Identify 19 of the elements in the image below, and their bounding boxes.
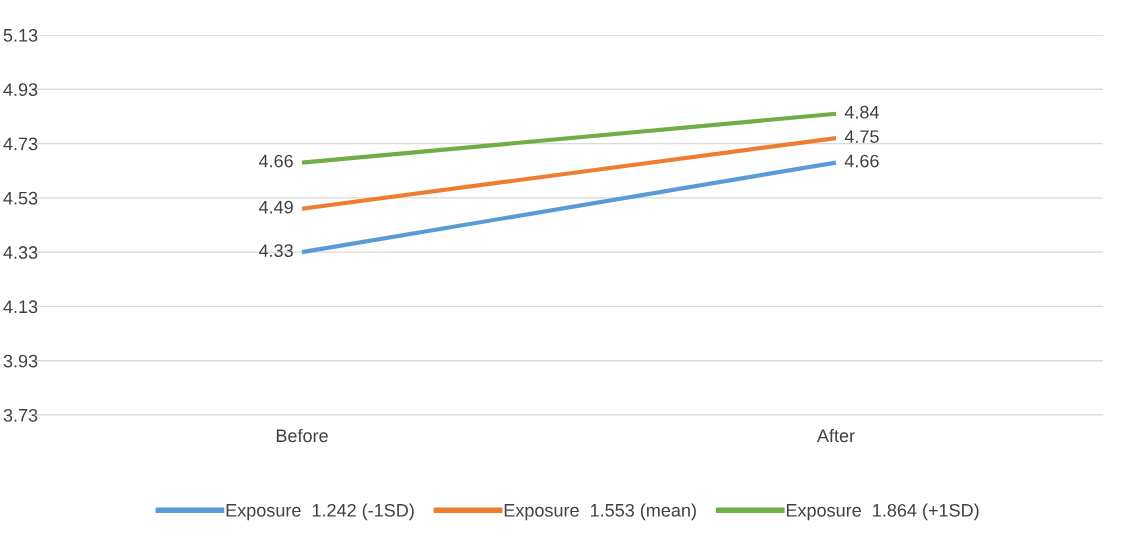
data-label: 4.33 xyxy=(258,244,293,257)
text: 4.73 xyxy=(3,137,38,151)
legend-label: Exposure 1.553 (mean) xyxy=(504,503,696,521)
legend-label: Exposure 1.242 (-1SD) xyxy=(226,503,414,521)
text: 4.53 xyxy=(3,191,38,205)
data-label: 4.66 xyxy=(258,154,293,168)
data-label: 4.49 xyxy=(258,200,293,214)
text: 4.93 xyxy=(3,83,38,97)
data-label: 4.75 xyxy=(844,130,879,143)
data-label: 4.66 xyxy=(844,154,879,168)
text: 3.93 xyxy=(3,354,38,368)
data-label: 4.84 xyxy=(844,105,879,119)
x-tick-label: Before xyxy=(276,428,328,443)
text: 4.33 xyxy=(3,246,38,259)
x-tick-label: After xyxy=(816,428,855,443)
text: 4.13 xyxy=(3,300,38,314)
legend-label: Exposure 1.864 (+1SD) xyxy=(786,503,979,521)
text: 5.13 xyxy=(3,28,38,42)
text: 3.73 xyxy=(3,408,38,422)
